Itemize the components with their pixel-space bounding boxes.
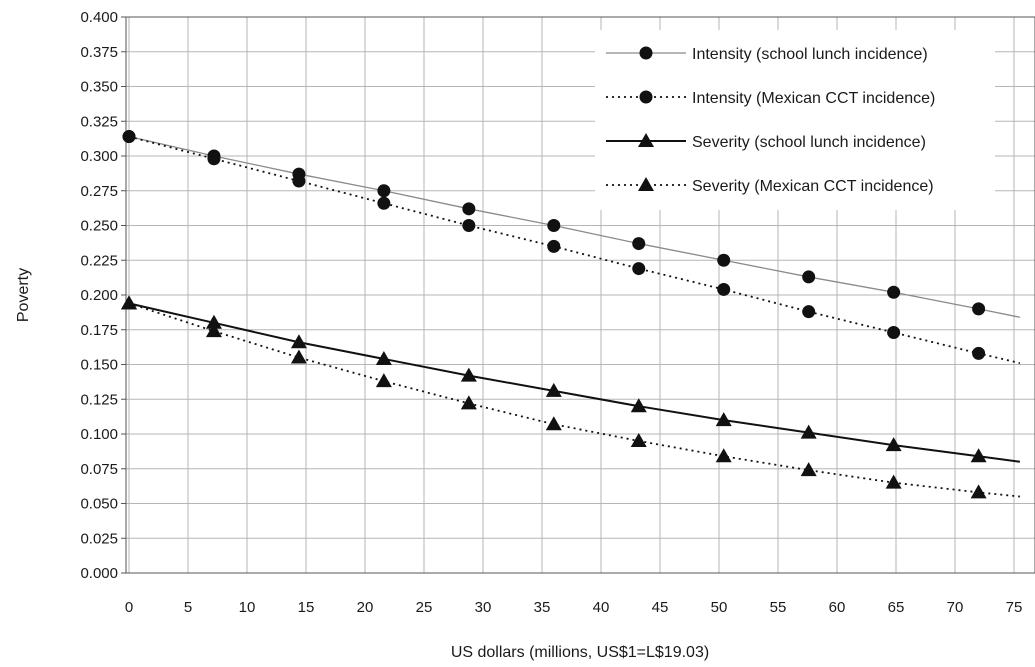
x-tick-label: 15 xyxy=(298,599,315,616)
x-tick-label: 5 xyxy=(184,599,192,616)
data-point-circle xyxy=(887,326,901,340)
y-tick-label: 0.350 xyxy=(80,79,118,96)
data-point-circle xyxy=(717,282,731,296)
series-markers xyxy=(121,130,987,499)
x-tick-label: 0 xyxy=(125,599,133,616)
data-point-triangle xyxy=(630,398,647,413)
data-point-circle xyxy=(632,262,646,276)
data-point-triangle xyxy=(715,412,732,427)
data-point-circle xyxy=(717,253,731,267)
legend-item: Severity (school lunch incidence) xyxy=(606,133,926,151)
legend-label: Severity (Mexican CCT incidence) xyxy=(692,178,934,195)
y-tick-label: 0.175 xyxy=(80,322,118,339)
data-point-triangle xyxy=(460,367,477,382)
y-tick-label: 0.025 xyxy=(80,530,118,547)
data-point-circle xyxy=(972,346,986,360)
legend-marker-circle xyxy=(639,90,653,104)
data-point-triangle xyxy=(290,349,307,364)
data-point-triangle xyxy=(800,462,817,477)
x-tick-label: 45 xyxy=(652,599,669,616)
data-point-triangle xyxy=(121,295,137,310)
y-tick-label: 0.375 xyxy=(80,44,118,61)
y-tick-label: 0.400 xyxy=(80,9,118,26)
data-point-triangle xyxy=(715,448,732,463)
data-point-triangle xyxy=(375,373,392,388)
data-point-triangle xyxy=(290,334,307,349)
y-tick-label: 0.200 xyxy=(80,287,118,304)
x-tick-label: 55 xyxy=(770,599,787,616)
y-tick-label: 0.250 xyxy=(80,218,118,235)
legend-box xyxy=(595,30,995,210)
legend-item: Intensity (Mexican CCT incidence) xyxy=(606,90,935,107)
data-point-circle xyxy=(887,285,901,299)
legend-label: Intensity (school lunch incidence) xyxy=(692,46,928,63)
data-point-circle xyxy=(547,219,561,232)
x-tick-label: 60 xyxy=(829,599,846,616)
x-tick-label: 25 xyxy=(416,599,433,616)
data-point-circle xyxy=(207,152,221,166)
data-point-circle xyxy=(632,237,646,251)
y-tick-label: 0.000 xyxy=(80,565,118,582)
series-line-3 xyxy=(128,302,1020,498)
legend: Intensity (school lunch incidence) Intens… xyxy=(595,30,995,210)
series-lines xyxy=(128,135,1021,498)
x-tick-label: 40 xyxy=(593,599,610,616)
data-point-circle xyxy=(377,196,391,210)
legend-item: Severity (Mexican CCT incidence) xyxy=(606,177,934,195)
legend-item: Intensity (school lunch incidence) xyxy=(606,46,928,63)
y-tick-label: 0.050 xyxy=(80,496,118,513)
y-tick-label: 0.125 xyxy=(80,391,118,408)
x-axis-label: US dollars (millions, US$1=L$19.03) xyxy=(451,644,709,661)
legend-marker-triangle xyxy=(638,177,654,191)
data-point-triangle xyxy=(545,416,562,431)
data-point-circle xyxy=(972,302,986,316)
series-line-2 xyxy=(128,302,1021,463)
data-point-circle xyxy=(292,174,306,188)
x-tick-label: 30 xyxy=(475,599,492,616)
data-point-circle xyxy=(547,239,561,253)
data-point-circle xyxy=(462,219,476,232)
y-tick-label: 0.225 xyxy=(80,252,118,269)
data-point-circle xyxy=(802,305,816,319)
y-tick-label: 0.325 xyxy=(80,113,118,130)
y-tick-label: 0.100 xyxy=(80,426,118,443)
y-tick-label: 0.075 xyxy=(80,461,118,478)
data-point-triangle xyxy=(630,432,647,447)
data-point-triangle xyxy=(375,350,392,365)
x-tick-label: 20 xyxy=(357,599,374,616)
x-tick-label: 10 xyxy=(239,599,256,616)
x-tick-label: 75 xyxy=(1006,599,1023,616)
data-point-triangle xyxy=(885,474,902,489)
y-axis-label: Poverty xyxy=(15,268,32,322)
data-point-triangle xyxy=(970,448,987,463)
legend-label: Intensity (Mexican CCT incidence) xyxy=(692,90,935,107)
data-point-circle xyxy=(462,202,476,216)
y-axis-ticks: 0.000 0.025 0.050 0.075 0.100 0.125 0.150 0.175… xyxy=(80,9,126,582)
series-line-0 xyxy=(128,135,1021,318)
y-tick-label: 0.275 xyxy=(80,183,118,200)
data-point-circle xyxy=(377,184,391,198)
x-axis-ticks: 0 5 10 15 20 25 30 35 40 45 50 55 60 65 70 75 xyxy=(125,599,1023,616)
y-tick-label: 0.300 xyxy=(80,148,118,165)
x-tick-label: 70 xyxy=(947,599,964,616)
x-tick-label: 65 xyxy=(888,599,905,616)
data-point-triangle xyxy=(460,395,477,410)
x-tick-label: 50 xyxy=(711,599,728,616)
data-point-circle xyxy=(802,270,816,284)
x-tick-label: 35 xyxy=(534,599,551,616)
legend-label: Severity (school lunch incidence) xyxy=(692,134,926,151)
data-point-triangle xyxy=(800,424,817,439)
legend-marker-circle xyxy=(639,46,653,60)
data-point-triangle xyxy=(545,382,562,397)
data-point-triangle xyxy=(885,437,902,452)
y-tick-label: 0.150 xyxy=(80,357,118,374)
data-point-circle xyxy=(122,130,136,144)
data-point-triangle xyxy=(205,314,222,329)
data-point-triangle xyxy=(205,323,222,338)
legend-marker-triangle xyxy=(638,133,654,147)
data-point-triangle xyxy=(970,484,987,499)
